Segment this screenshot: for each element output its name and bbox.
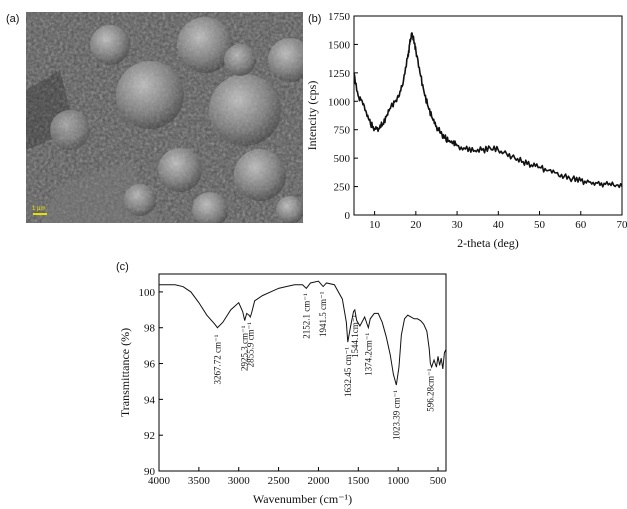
y-tick-label: 250 — [334, 182, 351, 194]
peak-annotation: 1632.45 cm⁻¹ — [343, 347, 353, 397]
x-tick-label: 4000 — [148, 475, 171, 487]
peak-annotation: 3267.72 cm⁻¹ — [212, 334, 222, 384]
sem-image — [26, 12, 303, 223]
y-axis-label: Transmittance (%) — [118, 328, 132, 417]
peak-annotation: 1941.5 cm⁻¹ — [318, 291, 328, 337]
peak-annotation: 1544.1cm⁻¹ — [350, 315, 360, 358]
x-tick-label: 30 — [452, 219, 464, 231]
peak-annotation: 596.28cm⁻¹ — [425, 368, 435, 411]
y-tick-label: 1500 — [328, 39, 351, 51]
x-tick-label: 500 — [430, 475, 447, 487]
data-series-line — [159, 280, 447, 386]
y-tick-label: 92 — [144, 430, 155, 442]
xrd-chart: 10 20 30 40 50 60 70 0 250 500 750 1000 1250 1500 1750… — [305, 11, 627, 250]
x-tick-label: 3000 — [228, 475, 251, 487]
y-tick-label: 100 — [139, 287, 156, 299]
peak-annotation: 1023.39 cm⁻¹ — [391, 390, 401, 440]
plot-frame — [353, 15, 623, 216]
ftir-chart: 4000 3500 3000 2500 2000 1500 1000 500 90 92 94 96 9… — [118, 273, 447, 506]
plot-frame — [158, 273, 447, 472]
y-tick-label: 90 — [144, 466, 156, 478]
panel-c-label: (c) — [116, 261, 129, 273]
y-tick-label: 1000 — [328, 96, 351, 108]
x-axis-label: Wavenumber (cm⁻¹) — [253, 492, 352, 506]
peak-annotation: 2925.3 cm⁻¹ — [240, 325, 250, 371]
x-tick-label: 10 — [369, 219, 381, 231]
y-tick-label: 500 — [334, 153, 351, 165]
x-tick-label: 40 — [493, 219, 505, 231]
y-tick-label: 1250 — [328, 68, 351, 80]
panel-a-label: (a) — [6, 13, 19, 25]
scale-bar-label: 1 μm — [32, 206, 45, 212]
x-tick-label: 60 — [575, 219, 587, 231]
y-axis-label: Intencity (cps) — [305, 81, 319, 151]
y-tick-label: 98 — [144, 323, 156, 335]
x-tick-label: 3500 — [188, 475, 211, 487]
y-tick-label: 94 — [144, 394, 156, 406]
peak-annotation: 1374.2cm⁻¹ — [363, 332, 373, 375]
x-tick-label: 2500 — [268, 475, 291, 487]
x-tick-label: 50 — [534, 219, 546, 231]
y-tick-label: 750 — [334, 125, 351, 137]
x-tick-label: 70 — [617, 219, 627, 231]
x-tick-label: 20 — [410, 219, 422, 231]
data-series-line — [353, 32, 623, 189]
panel-b-label: (b) — [308, 13, 321, 25]
x-tick-label: 1500 — [347, 475, 370, 487]
x-axis-label: 2-theta (deg) — [457, 236, 519, 250]
y-tick-label: 0 — [345, 210, 351, 222]
x-tick-label: 1000 — [387, 475, 410, 487]
peak-annotation: 2855.9 cm⁻¹ — [245, 322, 255, 368]
y-tick-label: 1750 — [328, 11, 351, 23]
x-tick-label: 2000 — [307, 475, 330, 487]
y-tick-label: 96 — [144, 359, 156, 371]
peak-annotation: 2152.1 cm⁻¹ — [301, 293, 311, 339]
